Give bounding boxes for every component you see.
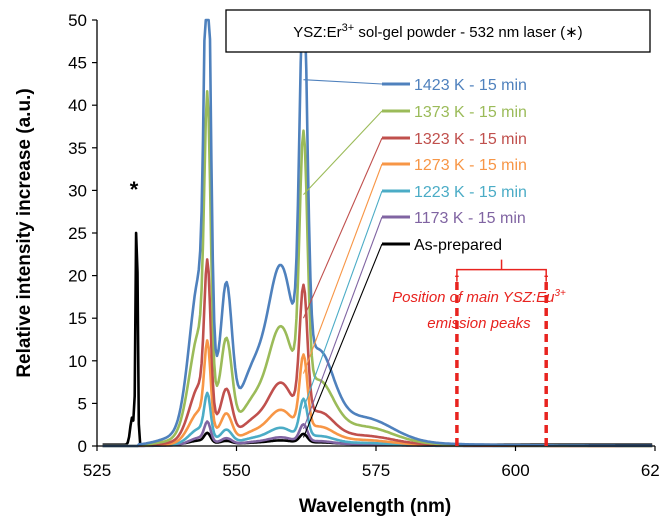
y-tick-label: 40: [68, 96, 87, 115]
y-tick-label: 5: [78, 394, 87, 413]
annotation-text: Position of main YSZ:Eu3+ emission peaks: [392, 288, 566, 332]
annotation-group: [455, 259, 548, 446]
legend-label-1273-k-15-min: 1273 K - 15 min: [414, 157, 527, 174]
y-tick-label: 15: [68, 309, 87, 328]
axes: 0 5 10 15 20 25 30 35 40 45 50 525 550 575 600 625: [68, 11, 660, 480]
x-tick-label: 625: [641, 461, 660, 480]
y-tick-label: 25: [68, 224, 87, 243]
chart-title: YSZ:Er3+ sol-gel powder - 532 nm laser (…: [293, 22, 582, 41]
laser-marker-label: *: [130, 177, 139, 202]
legend-leader-1323-k-15-min: [302, 137, 383, 319]
x-axis-title: Wavelength (nm): [299, 496, 451, 517]
legend: 1423 K - 15 min 1373 K - 15 min 1323 K - 1…: [302, 77, 527, 438]
svg-text:Position of main YSZ:Eu3+: Position of main YSZ:Eu3+: [392, 288, 566, 306]
x-tick-label: 550: [222, 461, 250, 480]
chart-title-box: YSZ:Er3+ sol-gel powder - 532 nm laser (…: [225, 9, 651, 53]
legend-label-1223-k-15-min: 1223 K - 15 min: [414, 184, 527, 201]
series-line-1273-k-15-min: [102, 339, 653, 448]
legend-leader-1423-k-15-min: [303, 79, 383, 85]
y-axis-title: Relative intensity increase (a.u.): [14, 88, 35, 377]
legend-leader-1273-k-15-min: [302, 163, 383, 374]
y-tick-label: 45: [68, 54, 87, 73]
series-line-1323-k-15-min: [102, 258, 653, 448]
y-tick-label: 20: [68, 267, 87, 286]
legend-leader-as-prepared: [302, 243, 383, 438]
y-tick-label: 50: [68, 11, 87, 30]
legend-leader-1173-k-15-min: [302, 216, 383, 430]
legend-label-1373-k-15-min: 1373 K - 15 min: [414, 104, 527, 121]
legend-label-1323-k-15-min: 1323 K - 15 min: [414, 131, 527, 148]
y-tick-label: 35: [68, 139, 87, 158]
series-line-as-prepared: [102, 231, 653, 446]
x-tick-label: 575: [362, 461, 390, 480]
y-tick-label: 0: [78, 437, 87, 456]
legend-leader-1373-k-15-min: [303, 110, 383, 196]
x-tick-label: 525: [83, 461, 111, 480]
y-tick-label: 10: [68, 352, 87, 371]
series-line-1373-k-15-min: [102, 90, 653, 448]
annotation-bracket: [456, 259, 547, 282]
y-tick-label: 30: [68, 181, 87, 200]
legend-leader-1223-k-15-min: [302, 190, 383, 409]
svg-text:emission peaks: emission peaks: [427, 315, 531, 332]
legend-label-1173-k-15-min: 1173 K - 15 min: [414, 210, 526, 227]
x-tick-label: 600: [501, 461, 529, 480]
plot-area: [102, 18, 653, 448]
legend-label-1423-k-15-min: 1423 K - 15 min: [414, 77, 527, 94]
legend-label-as-prepared: As-prepared: [414, 237, 502, 254]
